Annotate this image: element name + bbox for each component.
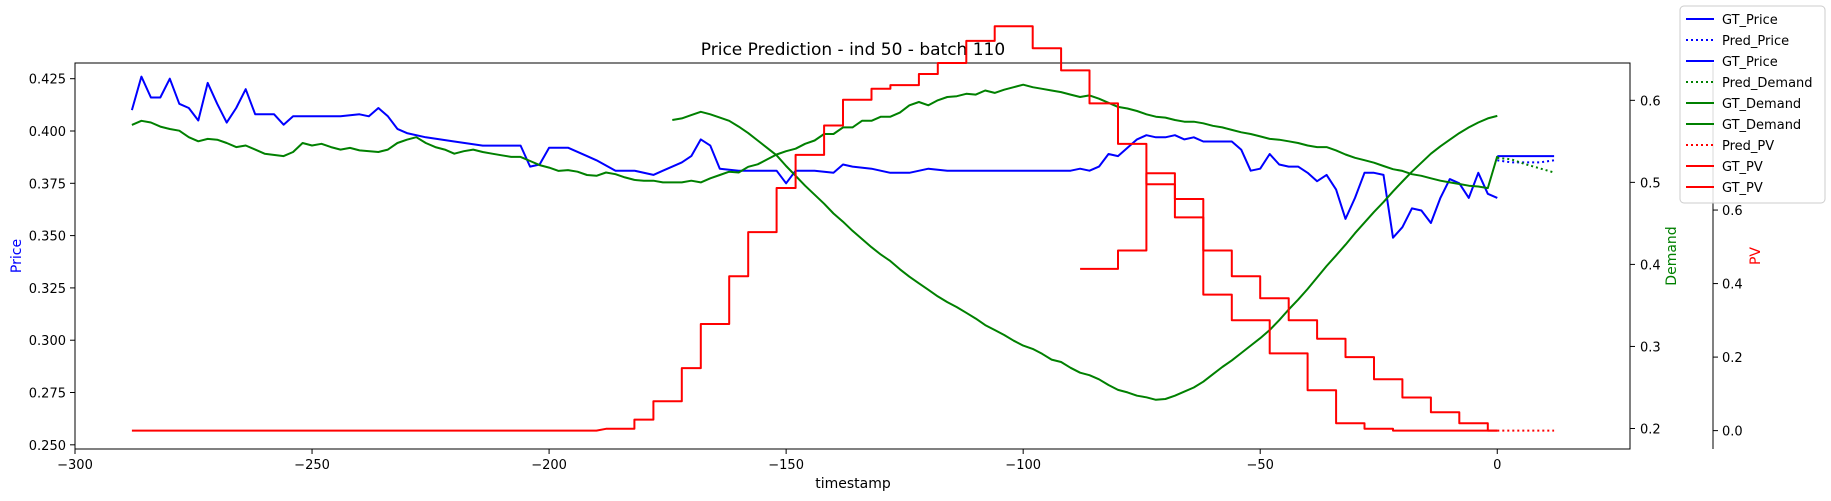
x-tick-label: −250	[294, 458, 330, 473]
y-axis-demand: 0.2 0.3 0.4 0.5 0.6	[1630, 94, 1661, 437]
legend-label: GT_Demand	[1722, 97, 1801, 112]
legend-label: Pred_Price	[1722, 34, 1789, 49]
x-tick-label: −300	[57, 458, 93, 473]
plot-frame	[74, 62, 1631, 450]
y-tick-label-price: 0.425	[29, 73, 66, 88]
x-tick-label: −100	[1005, 458, 1041, 473]
y-tick-label-pv: 0.0	[1722, 425, 1743, 440]
y-axis-label-demand: Demand	[1664, 226, 1680, 285]
legend-label: Pred_PV	[1722, 139, 1774, 154]
x-tick-label: 0	[1493, 458, 1501, 473]
legend-label: GT_Demand	[1722, 118, 1801, 133]
y-tick-label-price: 0.275	[29, 387, 66, 402]
legend-label: GT_PV	[1722, 160, 1763, 175]
legend-label: GT_Price	[1722, 55, 1778, 70]
y-tick-label-price: 0.300	[29, 334, 66, 349]
y-axis-price: 0.250 0.275 0.300 0.325 0.350 0.375 0.400 0.425	[29, 73, 75, 454]
series-line-gt-demand-5	[672, 110, 1498, 401]
y-tick-label-demand: 0.4	[1640, 258, 1661, 273]
y-tick-label-demand: 0.3	[1640, 340, 1661, 355]
y-tick-label-pv: 0.4	[1722, 278, 1743, 293]
series-line-gt-pv-7	[131, 25, 1498, 432]
y-tick-label-demand: 0.2	[1640, 422, 1661, 437]
legend-label: GT_PV	[1722, 181, 1763, 196]
y-tick-label-price: 0.325	[29, 282, 66, 297]
y-tick-label-demand: 0.6	[1640, 94, 1661, 109]
legend-label: Pred_Demand	[1722, 76, 1813, 91]
y-tick-label-price: 0.375	[29, 177, 66, 192]
y-tick-label-demand: 0.5	[1640, 176, 1661, 191]
x-tick-label: −200	[531, 458, 567, 473]
y-axis-label-pv: PV	[1748, 247, 1764, 265]
y-tick-label-price: 0.350	[29, 230, 66, 245]
y-tick-label-price: 0.400	[29, 125, 66, 140]
legend-label: GT_Price	[1722, 13, 1778, 28]
series-line-gt-price-0	[130, 75, 1498, 239]
series-line-gt-pv-8	[1080, 172, 1498, 432]
y-tick-label-price: 0.250	[29, 439, 66, 454]
legend: GT_Price Pred_Price GT_Price Pred_Demand GT_…	[1679, 5, 1826, 204]
y-tick-label-pv: 0.2	[1722, 351, 1743, 366]
series-layer	[130, 25, 1555, 432]
legend-box	[1679, 5, 1826, 204]
x-axis: −300 −250 −200 −150 −100 −50 0	[57, 449, 1501, 473]
y-tick-label-pv: 0.6	[1722, 204, 1743, 219]
chart-title: Price Prediction - ind 50 - batch 110	[701, 40, 1005, 60]
x-tick-label: −150	[768, 458, 804, 473]
plot-border	[74, 62, 1631, 450]
x-tick-label: −50	[1246, 458, 1273, 473]
x-axis-label: timestamp	[815, 476, 891, 492]
y-axis-label-price: Price	[9, 239, 25, 273]
